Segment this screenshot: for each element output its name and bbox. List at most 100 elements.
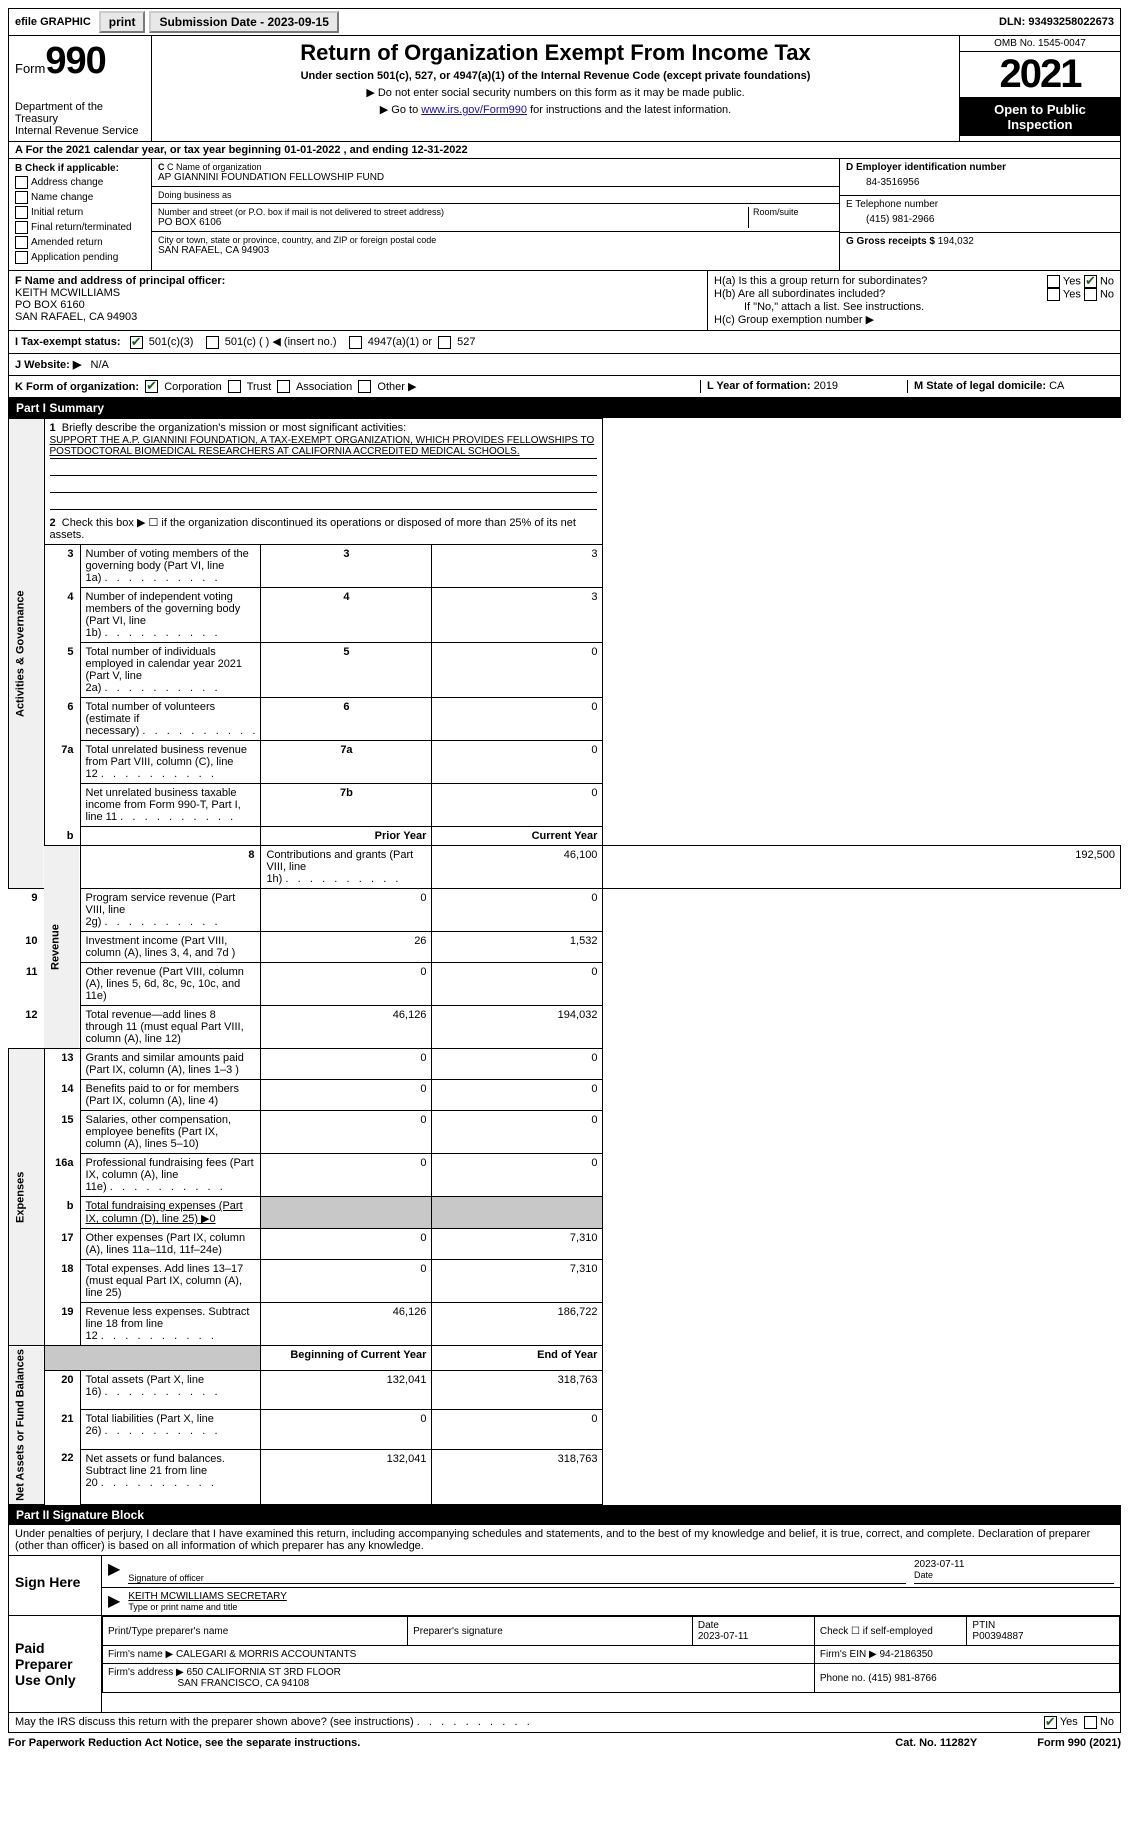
dba-label: Doing business as [158, 190, 833, 200]
chk-527[interactable] [438, 336, 451, 349]
line21-boy: 0 [261, 1410, 432, 1450]
sign-here-label: Sign Here [9, 1556, 102, 1615]
line4-val: 3 [432, 588, 603, 643]
line7a-text: Total unrelated business revenue from Pa… [80, 741, 261, 784]
l-label: L Year of formation: [707, 380, 811, 392]
table-row: 18Total expenses. Add lines 13–17 (must … [9, 1260, 1121, 1303]
line11-prior: 0 [261, 963, 432, 1006]
section-h: H(a) Is this a group return for subordin… [708, 271, 1120, 330]
sub3-pre: ▶ Go to [380, 104, 421, 116]
ha-yes: Yes [1063, 275, 1081, 287]
c-name-label: C Name of organization [167, 162, 262, 172]
print-button[interactable]: print [99, 11, 146, 33]
opt-501c3: 501(c)(3) [149, 336, 194, 348]
table-row: 3Number of voting members of the governi… [9, 545, 1121, 588]
line15-text: Salaries, other compensation, employee b… [80, 1111, 261, 1154]
phone-value: (415) 981-2966 [846, 210, 1114, 229]
form-header: Form990 Department of the Treasury Inter… [8, 36, 1121, 142]
ha-no: No [1100, 275, 1114, 287]
firm-addr1: 650 CALIFORNIA ST 3RD FLOOR [187, 1667, 341, 1678]
chk-amended[interactable] [15, 236, 28, 249]
self-emp-label: Check ☐ if self-employed [814, 1617, 967, 1646]
officer-printed-name: KEITH MCWILLIAMS SECRETARY [128, 1591, 1106, 1602]
prep-date-label: Date [698, 1620, 719, 1631]
line16b-text: Total fundraising expenses (Part IX, col… [86, 1200, 243, 1225]
chk-assoc[interactable] [277, 380, 290, 393]
line22-eoy: 318,763 [432, 1449, 603, 1504]
addr-label: Number and street (or P.O. box if mail i… [158, 207, 744, 217]
chk-discuss-no[interactable] [1084, 1716, 1097, 1729]
may-irs-text: May the IRS discuss this return with the… [15, 1716, 530, 1729]
line12-prior: 46,126 [261, 1006, 432, 1049]
prep-name-label: Print/Type preparer's name [108, 1626, 402, 1637]
room-label: Room/suite [753, 207, 833, 217]
officer-addr2: SAN RAFAEL, CA 94903 [15, 311, 137, 323]
chk-discuss-yes[interactable] [1044, 1716, 1057, 1729]
chk-hb-yes[interactable] [1047, 288, 1060, 301]
chk-name-change[interactable] [15, 191, 28, 204]
line22-text: Net assets or fund balances. Subtract li… [80, 1449, 261, 1504]
chk-hb-no[interactable] [1084, 288, 1097, 301]
line13-text: Grants and similar amounts paid (Part IX… [80, 1049, 261, 1080]
irs-label: Internal Revenue Service [15, 125, 145, 137]
m-label: M State of legal domicile: [914, 380, 1046, 392]
line22-boy: 132,041 [261, 1449, 432, 1504]
form-word: Form [15, 61, 45, 76]
submission-date-button[interactable]: Submission Date - 2023-09-15 [149, 11, 338, 33]
tax-year: 2021 [960, 52, 1120, 97]
chk-app-pending[interactable] [15, 251, 28, 264]
line13-prior: 0 [261, 1049, 432, 1080]
chk-4947[interactable] [349, 336, 362, 349]
line3-val: 3 [432, 545, 603, 588]
line15-curr: 0 [432, 1111, 603, 1154]
line21-text: Total liabilities (Part X, line 26) [80, 1410, 261, 1450]
chk-501c[interactable] [206, 336, 219, 349]
line7b-text: Net unrelated business taxable income fr… [80, 784, 261, 827]
line2-text: Check this box ▶ ☐ if the organization d… [50, 517, 576, 541]
section-b: B Check if applicable: Address change Na… [9, 159, 152, 270]
firm-ein: 94-2186350 [879, 1649, 932, 1660]
firm-name: CALEGARI & MORRIS ACCOUNTANTS [176, 1649, 356, 1660]
header-center: Return of Organization Exempt From Incom… [152, 36, 960, 141]
mission-text: SUPPORT THE A.P. GIANNINI FOUNDATION, A … [50, 434, 598, 459]
line18-text: Total expenses. Add lines 13–17 (must eq… [80, 1260, 261, 1303]
ein-label: D Employer identification number [846, 162, 1006, 173]
line17-prior: 0 [261, 1229, 432, 1260]
chk-501c3[interactable] [130, 336, 143, 349]
header-right: OMB No. 1545-0047 2021 Open to Public In… [960, 36, 1120, 141]
chk-ha-no[interactable] [1084, 275, 1097, 288]
ein-value: 84-3516956 [846, 173, 1114, 192]
sidebar-expenses: Expenses [9, 1049, 45, 1346]
line21-eoy: 0 [432, 1410, 603, 1450]
line16b-prior [261, 1197, 432, 1229]
discuss-yes: Yes [1060, 1716, 1078, 1729]
preparer-table: Print/Type preparer's name Preparer's si… [102, 1616, 1120, 1693]
i-label: I Tax-exempt status: [15, 336, 121, 348]
row-a-tax-year: A For the 2021 calendar year, or tax yea… [8, 142, 1121, 159]
part2-header: Part II Signature Block [8, 1505, 1121, 1525]
open-pub-2: Inspection [962, 117, 1118, 132]
prep-sig-label: Preparer's signature [413, 1626, 687, 1637]
chk-address-change[interactable] [15, 176, 28, 189]
prep-phone-label: Phone no. [820, 1673, 866, 1684]
chk-initial-return[interactable] [15, 206, 28, 219]
line16a-text: Professional fundraising fees (Part IX, … [80, 1154, 261, 1197]
instructions-link[interactable]: www.irs.gov/Form990 [421, 104, 527, 116]
lbl-amended: Amended return [31, 237, 103, 248]
chk-final-return[interactable] [15, 221, 28, 234]
table-row: 15Salaries, other compensation, employee… [9, 1111, 1121, 1154]
sig-date-label: Date [914, 1570, 1114, 1580]
line17-curr: 7,310 [432, 1229, 603, 1260]
chk-trust[interactable] [228, 380, 241, 393]
chk-corp[interactable] [145, 380, 158, 393]
opt-501c: 501(c) ( ) ◀ (insert no.) [225, 336, 337, 348]
chk-other[interactable] [358, 380, 371, 393]
col-prior-header: Prior Year [375, 830, 427, 842]
line19-curr: 186,722 [432, 1303, 603, 1346]
table-row: bTotal fundraising expenses (Part IX, co… [9, 1197, 1121, 1229]
line11-text: Other revenue (Part VIII, column (A), li… [80, 963, 261, 1006]
h-b-label: H(b) Are all subordinates included? [714, 288, 974, 301]
opt-assoc: Association [296, 381, 352, 393]
section-f: F Name and address of principal officer:… [9, 271, 708, 330]
chk-ha-yes[interactable] [1047, 275, 1060, 288]
